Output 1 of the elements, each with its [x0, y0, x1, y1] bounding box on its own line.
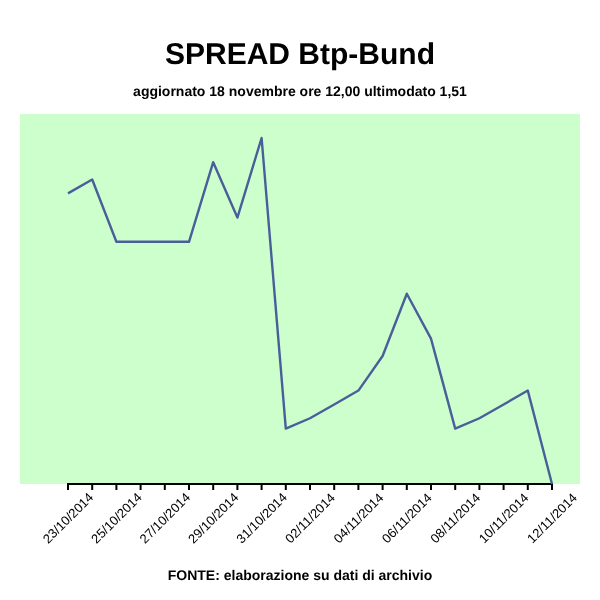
chart-title: SPREAD Btp-Bund: [165, 38, 435, 72]
